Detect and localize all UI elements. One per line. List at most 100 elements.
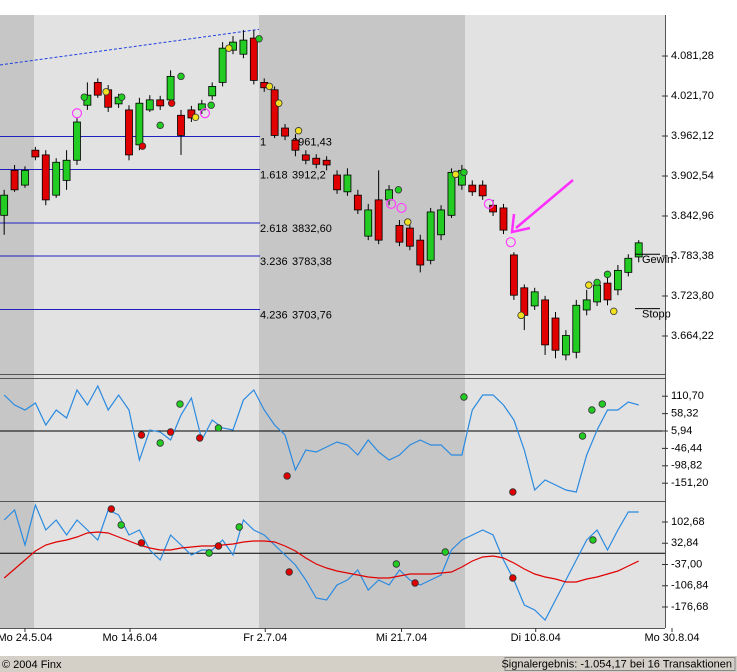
signal-marker — [460, 393, 468, 401]
y-tick-label: -176,68 — [671, 601, 708, 613]
candle-body — [520, 287, 529, 316]
y-tick-label: 3.842,96 — [671, 210, 714, 222]
signal-marker — [225, 44, 233, 52]
candle-body — [353, 194, 362, 211]
candle-body — [395, 224, 404, 243]
signal-marker — [275, 99, 283, 107]
candle-body — [93, 81, 102, 96]
fib-label: 3783,38 — [292, 256, 332, 268]
signal-circle — [505, 237, 516, 248]
candle-body — [385, 189, 393, 201]
signal-marker — [80, 93, 88, 101]
y-tick-label: -106,84 — [671, 580, 708, 592]
status-text: Signalergebnis: -1.054,17 bei 16 Transak… — [501, 658, 732, 670]
exit-label: Stopp — [642, 309, 671, 321]
fib-ratio: 2.618 — [260, 223, 288, 235]
signal-marker — [285, 568, 293, 576]
candle-body — [624, 257, 633, 273]
signal-marker — [166, 428, 175, 436]
signal-marker — [191, 113, 200, 122]
copyright: © 2004 Finx — [2, 659, 62, 671]
signal-circle — [71, 108, 83, 119]
candle-body — [10, 169, 19, 191]
candle-body — [312, 157, 321, 165]
signal-marker — [392, 560, 401, 568]
fib-ratio: 3.236 — [260, 256, 288, 268]
trendline — [0, 28, 260, 66]
series-line — [3, 531, 639, 583]
candle-body — [603, 282, 612, 301]
fib-ratio: 1.618 — [260, 169, 288, 181]
candle-body — [437, 209, 445, 236]
signal-marker — [255, 35, 263, 43]
signal-marker — [117, 521, 125, 529]
candle-body — [364, 209, 373, 237]
signal-marker — [588, 406, 596, 414]
candle-body — [541, 299, 549, 346]
x-tick-label: Mi 21.7.04 — [376, 632, 427, 644]
signal-marker — [118, 93, 126, 101]
y-tick-label: -151,20 — [671, 477, 708, 489]
y-tick-label: 3.664,22 — [671, 330, 714, 342]
candle-body — [593, 284, 602, 303]
month-shade — [0, 15, 34, 628]
signal-marker — [578, 432, 587, 440]
arrow — [515, 179, 574, 229]
candle-body — [405, 227, 414, 247]
fib-label: 3703,76 — [292, 309, 332, 321]
plot: 1 3961,43 1.618 3912,2 2.618 3832,60 3.236 3783… — [0, 28, 665, 621]
candle-body — [239, 39, 248, 55]
signal-marker — [585, 281, 593, 289]
y-tick-label: 3.902,54 — [671, 170, 714, 182]
signal-marker — [265, 82, 274, 91]
signal-marker — [137, 431, 146, 439]
signal-marker — [156, 121, 164, 130]
fib-label: 3912,2 — [292, 169, 326, 181]
signal-marker — [509, 574, 517, 582]
signal-marker — [517, 311, 525, 320]
signal-circle — [483, 198, 495, 210]
signal-marker — [294, 127, 303, 135]
signal-marker — [441, 548, 449, 556]
candle-body — [125, 109, 133, 156]
signal-circle — [386, 198, 397, 210]
x-tick-label: Mo 30.8.04 — [644, 632, 699, 644]
candle-body — [145, 99, 154, 111]
signal-marker — [156, 439, 164, 447]
month-shade — [259, 15, 465, 628]
signal-marker — [509, 488, 517, 496]
status-box — [504, 657, 736, 671]
candle-body — [156, 99, 165, 107]
signal-marker — [207, 101, 215, 109]
y-tick-label: -46,44 — [671, 442, 702, 454]
candle-body — [374, 199, 383, 241]
candle-body — [582, 299, 591, 311]
status-bar — [0, 656, 737, 672]
x-tick-label: Mo 24.5.04 — [0, 632, 52, 644]
signal-marker — [404, 218, 412, 226]
candle-body — [208, 86, 217, 97]
fib-label: 3961,43 — [292, 136, 332, 148]
fib-ratio: 4.236 — [260, 309, 288, 321]
y-tick-label: -37,00 — [671, 558, 702, 570]
candle-body — [177, 114, 185, 136]
candle-body — [135, 102, 144, 146]
signal-marker — [214, 542, 223, 550]
x-tick-label: Mo 14.6.04 — [103, 632, 158, 644]
signal-marker — [589, 536, 597, 544]
candle-body — [634, 242, 643, 258]
candle-body — [551, 317, 560, 351]
candle-body — [31, 149, 40, 158]
y-tick-label: 102,68 — [671, 516, 705, 528]
y-tick-label: 3.783,38 — [671, 250, 714, 262]
candle-body — [478, 184, 487, 197]
signal-marker — [137, 539, 146, 547]
signal-marker — [176, 400, 184, 408]
exit-label: Gewin — [642, 254, 673, 266]
signal-circle — [396, 202, 407, 214]
signal-marker — [235, 523, 243, 531]
fib-label: 3832,60 — [292, 223, 332, 235]
signal-marker — [610, 307, 618, 316]
signal-marker — [107, 505, 116, 513]
candle-body — [426, 211, 435, 261]
